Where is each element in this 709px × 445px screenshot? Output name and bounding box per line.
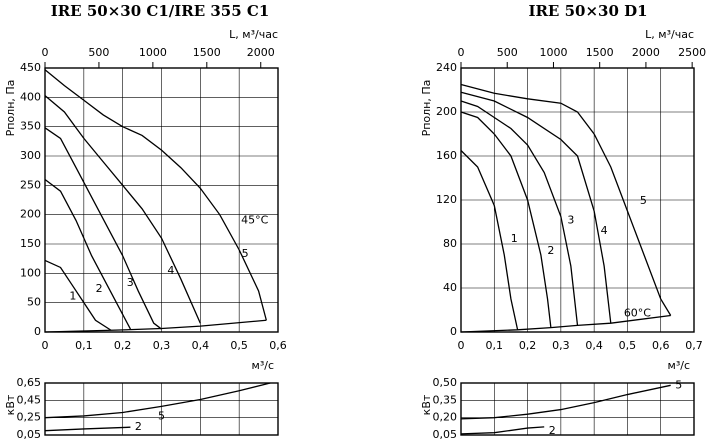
curve-label: 4 xyxy=(601,224,608,237)
curve-label: 1 xyxy=(69,290,76,303)
curve-label: 5 xyxy=(242,247,249,260)
x-axis-label: м³/с xyxy=(668,359,690,372)
x2-tick-label: 0 xyxy=(42,46,49,59)
x-tick-label: 0,5 xyxy=(619,339,637,352)
curve xyxy=(44,95,201,324)
curve-label: 1 xyxy=(511,232,518,245)
curve-label: 2 xyxy=(547,244,554,257)
y-tick-label: 450 xyxy=(20,61,41,74)
annotation: 60°C xyxy=(624,306,651,319)
x2-tick-label: 1500 xyxy=(586,46,614,59)
y-axis-label: Pполн, Па xyxy=(4,80,17,137)
x-tick-label: 0,2 xyxy=(519,339,537,352)
plot-frame xyxy=(460,382,695,436)
curve xyxy=(460,384,671,420)
y-tick-label: 400 xyxy=(20,90,41,103)
curve-label: 3 xyxy=(127,276,134,289)
curve xyxy=(44,426,131,432)
y-tick-label: 50 xyxy=(27,296,41,309)
curve-label: 5 xyxy=(158,409,165,422)
y-tick-label: 0,05 xyxy=(433,428,458,441)
x-tick-label: 0,3 xyxy=(552,339,570,352)
x2-axis-label: L, м³/час xyxy=(645,28,694,41)
x2-tick-label: 1000 xyxy=(539,46,567,59)
y-tick-label: 0,05 xyxy=(17,428,42,441)
y-tick-label: 200 xyxy=(20,208,41,221)
y-tick-label: 80 xyxy=(443,237,457,250)
x-tick-label: 0,6 xyxy=(269,339,287,352)
y-tick-label: 0,50 xyxy=(433,376,458,389)
x-tick-label: 0 xyxy=(42,339,49,352)
x-tick-label: 0,1 xyxy=(486,339,504,352)
y-tick-label: 40 xyxy=(443,281,457,294)
y-tick-label: 0 xyxy=(450,325,457,338)
y-axis-label: кВт xyxy=(420,394,433,415)
y-tick-label: 150 xyxy=(20,237,41,250)
x-tick-label: 0,7 xyxy=(685,339,703,352)
x2-tick-label: 0 xyxy=(458,46,465,59)
x2-tick-label: 2000 xyxy=(247,46,275,59)
chart-title: IRE 50×30 C1/IRE 355 C1 xyxy=(51,2,270,20)
plot-frame xyxy=(44,67,279,333)
x-tick-label: 0,3 xyxy=(153,339,171,352)
curve xyxy=(44,127,162,330)
x-tick-label: 0,4 xyxy=(585,339,603,352)
x-axis-label: м³/с xyxy=(252,359,274,372)
y-tick-label: 250 xyxy=(20,178,41,191)
y-tick-label: 200 xyxy=(436,105,457,118)
curve-label: 4 xyxy=(167,264,174,277)
curve xyxy=(44,178,132,330)
curve-label: 5 xyxy=(675,378,682,391)
x-tick-label: 0 xyxy=(458,339,465,352)
curve-label: 5 xyxy=(640,194,647,207)
y-tick-label: 0,65 xyxy=(17,376,42,389)
x2-tick-label: 2000 xyxy=(632,46,660,59)
x2-tick-label: 1000 xyxy=(139,46,167,59)
y-tick-label: 0,20 xyxy=(433,411,458,424)
plot-frame xyxy=(44,382,279,436)
y-tick-label: 0,25 xyxy=(17,411,42,424)
x-tick-label: 0,5 xyxy=(230,339,248,352)
curve xyxy=(44,259,112,331)
annotation: 45°C xyxy=(241,214,268,227)
curve xyxy=(460,426,545,435)
curve xyxy=(460,91,612,324)
plot-frame xyxy=(460,67,695,333)
x-tick-label: 0,2 xyxy=(114,339,132,352)
curve xyxy=(460,314,671,333)
y-tick-label: 0,45 xyxy=(17,393,42,406)
x2-tick-label: 500 xyxy=(88,46,109,59)
x-tick-label: 0,6 xyxy=(652,339,670,352)
y-tick-label: 0 xyxy=(34,325,41,338)
curve xyxy=(460,100,579,326)
curve-label: 2 xyxy=(96,282,103,295)
curve xyxy=(44,69,267,321)
curve-label: 2 xyxy=(549,424,556,437)
y-tick-label: 240 xyxy=(436,61,457,74)
curve xyxy=(460,111,552,328)
x2-tick-label: 2500 xyxy=(678,46,706,59)
y-tick-label: 100 xyxy=(20,266,41,279)
curve-label: 2 xyxy=(135,420,142,433)
x2-axis-label: L, м³/час xyxy=(229,28,278,41)
curve xyxy=(44,382,271,419)
y-axis-label: Pполн, Па xyxy=(420,80,433,137)
x2-tick-label: 1500 xyxy=(193,46,221,59)
x2-tick-label: 500 xyxy=(497,46,518,59)
y-axis-label: кВт xyxy=(4,394,17,415)
x-tick-label: 0,1 xyxy=(75,339,93,352)
y-tick-label: 0,35 xyxy=(433,393,458,406)
y-tick-label: 350 xyxy=(20,120,41,133)
y-tick-label: 160 xyxy=(436,149,457,162)
chart-title: IRE 50×30 D1 xyxy=(528,2,647,20)
curve xyxy=(460,83,672,316)
curve xyxy=(44,319,267,333)
curve-label: 3 xyxy=(567,214,574,227)
curve xyxy=(460,150,519,330)
y-tick-label: 120 xyxy=(436,193,457,206)
y-tick-label: 300 xyxy=(20,149,41,162)
x-tick-label: 0,4 xyxy=(192,339,210,352)
